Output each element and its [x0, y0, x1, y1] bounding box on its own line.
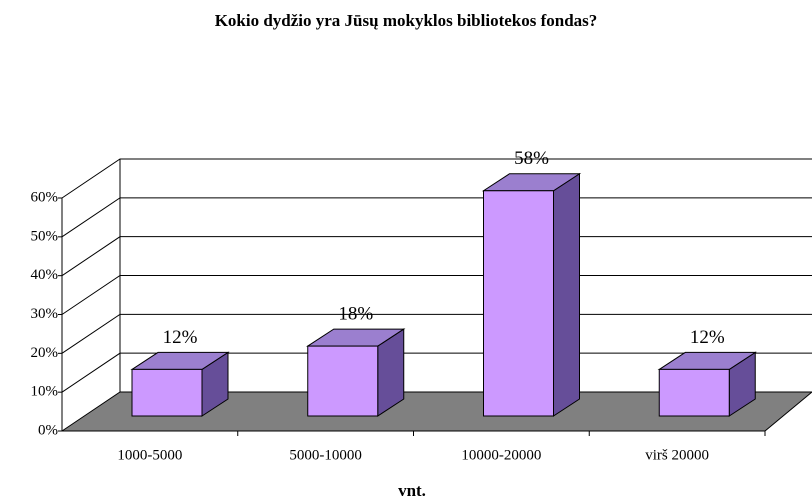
- y-tick-label: 60%: [31, 189, 59, 205]
- y-tick-label: 50%: [31, 228, 59, 244]
- bar: [483, 190, 554, 417]
- x-tick-label: virš 20000: [645, 447, 709, 463]
- x-axis-title: vnt.: [398, 481, 426, 500]
- x-tick-label: 5000-10000: [289, 447, 362, 463]
- bar: [307, 345, 379, 417]
- grid-line: [61, 197, 812, 238]
- grid-line: [61, 313, 812, 354]
- y-tick-label: 20%: [31, 345, 59, 361]
- bar-side: [553, 172, 580, 417]
- grid-line: [61, 352, 812, 393]
- grid-line: [61, 158, 812, 199]
- value-label: 12%: [163, 327, 198, 348]
- value-label: 12%: [690, 327, 725, 348]
- y-tick-label: 40%: [31, 267, 59, 283]
- y-tick-label: 10%: [31, 384, 59, 400]
- x-tick-label: 10000-20000: [461, 447, 541, 463]
- grid-line: [61, 236, 812, 277]
- chart-title: Kokio dydžio yra Jūsų mokyklos bibliotek…: [215, 11, 598, 30]
- value-label: 58%: [514, 148, 549, 169]
- value-label: 18%: [338, 303, 373, 324]
- y-tick-label: 30%: [31, 306, 59, 322]
- x-tick-label: 1000-5000: [117, 447, 182, 463]
- y-tick-label: 0%: [38, 422, 58, 438]
- bar: [131, 368, 203, 417]
- bar: [658, 368, 730, 417]
- grid-line: [61, 275, 812, 315]
